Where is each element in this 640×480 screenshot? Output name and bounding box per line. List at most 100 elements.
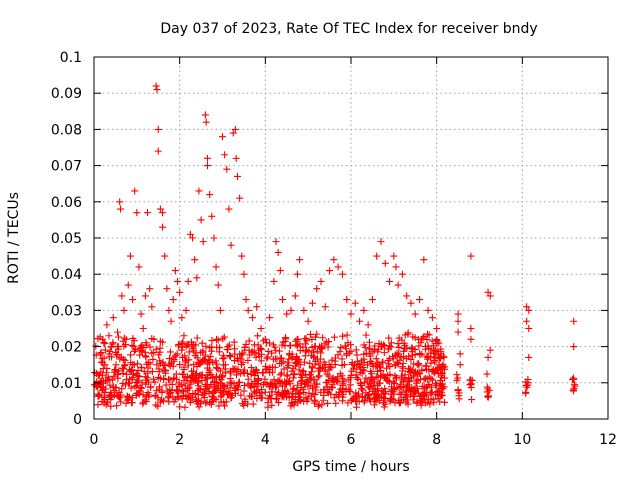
data-point — [113, 402, 121, 410]
data-point — [360, 306, 368, 314]
data-point — [423, 375, 431, 383]
data-point — [233, 172, 241, 180]
data-point — [247, 370, 255, 378]
x-tick-label: 12 — [599, 432, 617, 448]
data-point — [184, 277, 192, 285]
data-point — [146, 383, 154, 391]
data-point — [244, 306, 252, 314]
data-point — [401, 344, 409, 352]
data-point — [313, 285, 321, 293]
data-point — [140, 367, 148, 375]
data-point — [231, 357, 239, 365]
data-point — [226, 352, 234, 360]
data-point — [351, 361, 359, 369]
data-point — [244, 375, 252, 383]
data-point — [91, 369, 99, 377]
data-point — [284, 359, 292, 367]
data-point — [327, 364, 335, 372]
data-point — [484, 288, 492, 296]
data-point — [221, 151, 229, 159]
data-point — [306, 359, 314, 367]
data-point — [317, 277, 325, 285]
data-point — [237, 361, 245, 369]
data-point — [133, 209, 141, 217]
data-point — [219, 335, 227, 343]
data-point — [428, 314, 436, 322]
data-point — [467, 325, 475, 332]
data-point — [420, 256, 428, 264]
data-point — [315, 372, 323, 380]
data-point — [244, 356, 252, 364]
data-point — [210, 234, 218, 242]
data-point — [343, 296, 351, 304]
data-point — [107, 343, 115, 351]
data-point — [358, 357, 366, 365]
data-point — [372, 395, 380, 403]
data-point — [301, 352, 309, 360]
data-point — [323, 370, 331, 378]
data-point — [468, 377, 476, 385]
data-point — [393, 384, 401, 392]
data-point — [392, 351, 400, 359]
data-point — [409, 333, 417, 341]
data-point — [195, 187, 203, 195]
data-point — [227, 353, 235, 361]
data-point — [193, 274, 201, 282]
data-point — [274, 248, 282, 256]
data-point — [202, 342, 210, 350]
data-point — [405, 367, 413, 375]
data-point — [420, 332, 428, 340]
data-point — [217, 392, 225, 400]
data-point — [238, 252, 246, 260]
data-point — [163, 285, 171, 293]
data-point — [203, 375, 211, 383]
data-point — [266, 314, 274, 322]
data-point — [102, 369, 110, 377]
data-point — [370, 390, 378, 398]
data-point — [225, 341, 233, 349]
data-point — [441, 398, 449, 406]
data-point — [322, 379, 330, 387]
data-point — [100, 339, 108, 347]
data-point — [169, 393, 177, 401]
data-point — [569, 374, 577, 382]
data-point — [232, 154, 240, 162]
data-point — [381, 395, 389, 403]
data-point — [99, 365, 107, 373]
data-point — [382, 375, 390, 383]
data-point — [222, 398, 230, 406]
data-point — [169, 296, 177, 304]
data-point — [212, 387, 220, 395]
data-point — [424, 355, 432, 363]
data-point — [139, 400, 147, 408]
data-point — [356, 379, 364, 387]
data-point — [212, 357, 220, 365]
data-point — [413, 379, 421, 387]
data-point — [330, 256, 338, 264]
data-point — [235, 379, 243, 387]
data-point — [100, 393, 108, 401]
data-point — [114, 328, 122, 336]
data-point — [187, 338, 195, 346]
data-point — [291, 292, 299, 300]
data-point — [142, 339, 150, 347]
data-point — [126, 367, 134, 375]
data-point — [293, 358, 301, 366]
data-point — [419, 334, 427, 342]
data-point — [254, 375, 262, 383]
data-point — [319, 334, 327, 342]
data-point — [92, 342, 100, 350]
data-point — [263, 354, 271, 362]
data-point — [214, 365, 222, 373]
data-point — [142, 373, 150, 381]
data-point — [279, 391, 287, 399]
data-point — [266, 394, 274, 402]
data-point — [390, 252, 398, 260]
data-point — [209, 397, 217, 405]
data-point — [131, 383, 139, 391]
data-point — [297, 397, 305, 405]
data-point — [307, 330, 315, 338]
data-point — [410, 360, 418, 368]
data-point — [347, 310, 355, 318]
data-point — [205, 388, 213, 396]
